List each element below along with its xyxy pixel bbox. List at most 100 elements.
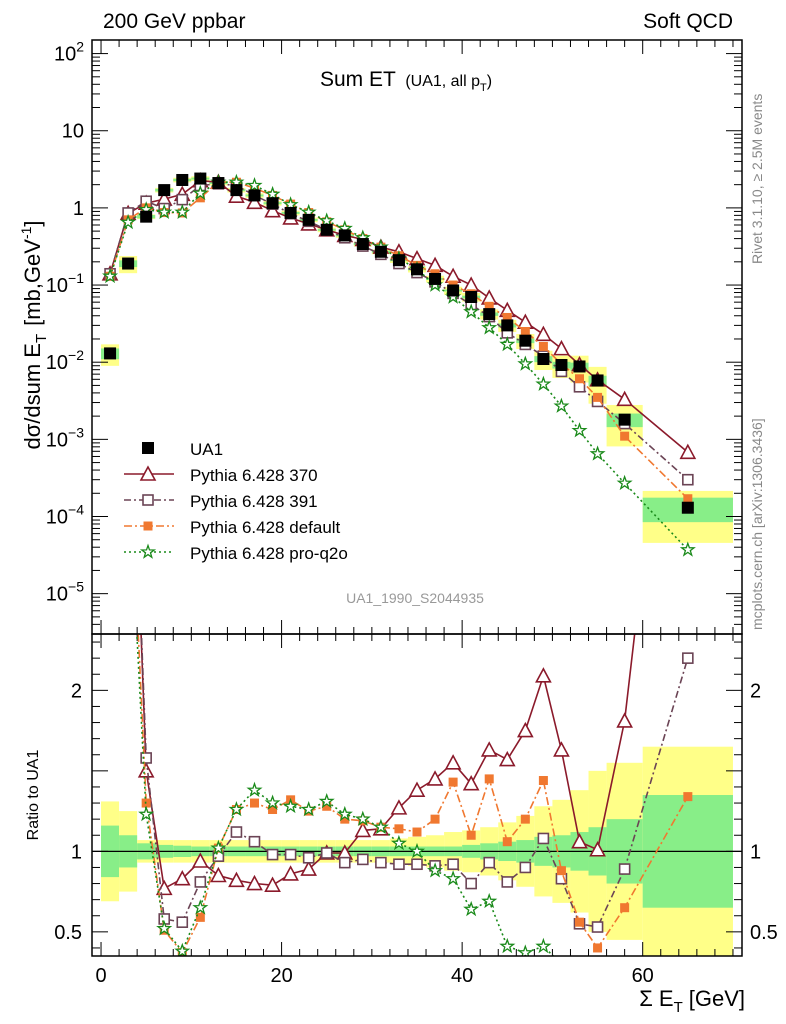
analysis-id-label: UA1_1990_S2044935 bbox=[346, 590, 484, 606]
ratio-point-pythia-6-428-370-17 bbox=[408, 781, 426, 797]
ratio-point-pythia-6-428-391-14 bbox=[357, 853, 369, 866]
ratio-point-pythia-6-428-391-22 bbox=[501, 876, 514, 888]
ratio-point-pythia-6-428-370-11 bbox=[300, 860, 318, 876]
ratio-series-layer bbox=[136, 634, 694, 956]
y-tick-label-0: 102 bbox=[54, 39, 84, 66]
ratio-point-pythia-6-428-391-5 bbox=[194, 876, 207, 888]
ratio-point-pythia-6-428-391-28 bbox=[618, 863, 631, 875]
chart-title: Sum ET (UA1, all pT) bbox=[320, 68, 492, 94]
ratio-point-pythia-6-428-default-23 bbox=[520, 814, 530, 824]
main-point-pythia-6-428-pro-q2o-5 bbox=[192, 184, 209, 201]
y-tick-label-exp-6: −4 bbox=[68, 502, 84, 518]
ratio-point-pythia-6-428-pro-q2o-10 bbox=[282, 797, 299, 814]
main-point-pythia-6-428-pro-q2o-20 bbox=[463, 303, 480, 319]
ratio-point-pythia-6-428-default-5 bbox=[195, 912, 205, 922]
main-axis-ticks bbox=[92, 40, 742, 635]
legend-label-pythia-6-428-pro-q2o: Pythia 6.428 pro-q2o bbox=[190, 544, 348, 563]
ratio-tick-label-right-2: 2 bbox=[750, 680, 761, 702]
ratio-point-pythia-6-428-default-24 bbox=[538, 776, 548, 786]
legend-marker-pythia-6-428-370 bbox=[139, 465, 157, 481]
ratio-point-pythia-6-428-370-2 bbox=[137, 762, 155, 778]
y-tick-label-base-7: 10 bbox=[46, 584, 68, 606]
data-point-ua1-7 bbox=[230, 184, 243, 197]
x-axis-title-main: Σ E bbox=[639, 986, 673, 1011]
y-tick-label-exp-4: −2 bbox=[68, 347, 84, 363]
chart-title-sub-close: ) bbox=[487, 73, 492, 90]
ratio-point-pythia-6-428-default-26 bbox=[575, 917, 584, 927]
main-series-layer bbox=[101, 172, 697, 557]
y-tick-label-5: 10−3 bbox=[46, 424, 84, 451]
ratio-point-pythia-6-428-pro-q2o-12 bbox=[318, 792, 335, 809]
data-point-ua1-13 bbox=[338, 229, 351, 242]
y-tick-label-base-0: 10 bbox=[54, 44, 76, 66]
ratio-point-pythia-6-428-default-21 bbox=[484, 774, 494, 784]
ratio-point-pythia-6-428-default-16 bbox=[394, 824, 404, 834]
main-point-pythia-6-428-pro-q2o-9 bbox=[264, 185, 281, 202]
data-point-ua1-17 bbox=[411, 263, 423, 276]
ratio-point-pythia-6-428-default-25 bbox=[556, 866, 566, 876]
y-tick-label-base-4: 10 bbox=[46, 352, 68, 374]
ratio-point-pythia-6-428-pro-q2o-2 bbox=[138, 805, 155, 822]
y-tick-label-1: 10 bbox=[62, 121, 84, 143]
ratio-point-pythia-6-428-391-10 bbox=[284, 848, 297, 861]
main-line-pythia-6-428-391 bbox=[109, 182, 689, 481]
ratio-point-pythia-6-428-pro-q2o-11 bbox=[300, 801, 317, 817]
ratio-point-pythia-6-428-default-17 bbox=[412, 827, 422, 837]
y-axis-title-unit-close: ] bbox=[20, 220, 45, 226]
main-point-pythia-6-428-370-29 bbox=[679, 443, 697, 460]
ratio-point-pythia-6-428-370-18 bbox=[426, 770, 444, 786]
ratio-point-pythia-6-428-391-20 bbox=[465, 877, 477, 890]
ratio-point-pythia-6-428-370-22 bbox=[498, 750, 516, 767]
data-point-ua1-6 bbox=[212, 177, 225, 190]
x-tick-label-0: 0 bbox=[95, 965, 106, 987]
ratio-point-pythia-6-428-370-4 bbox=[173, 870, 191, 886]
ratio-point-pythia-6-428-370-23 bbox=[516, 721, 534, 738]
ratio-point-pythia-6-428-pro-q2o-18 bbox=[427, 862, 444, 878]
mcplots-label: mcplots.cern.ch [arXiv:1306.3436] bbox=[749, 418, 765, 630]
main-point-pythia-6-428-default-23 bbox=[520, 326, 530, 336]
chart-title-main: Sum ET bbox=[320, 68, 396, 91]
data-point-ua1-25 bbox=[555, 358, 568, 371]
ratio-point-pythia-6-428-391-17 bbox=[411, 858, 423, 871]
ratio-point-pythia-6-428-370-16 bbox=[390, 799, 408, 815]
y-tick-label-exp-7: −5 bbox=[68, 579, 84, 595]
main-point-pythia-6-428-pro-q2o-24 bbox=[535, 375, 552, 392]
data-point-ua1-21 bbox=[483, 308, 496, 321]
ratio-point-pythia-6-428-default-27 bbox=[593, 943, 603, 953]
ratio-point-pythia-6-428-391-19 bbox=[447, 858, 459, 871]
ratio-point-pythia-6-428-370-5 bbox=[191, 852, 209, 868]
ratio-point-pythia-6-428-370-27 bbox=[589, 841, 606, 857]
y-axis-title-main: dσ/dsum E bbox=[20, 343, 45, 450]
ratio-point-pythia-6-428-pro-q2o-5 bbox=[192, 899, 209, 915]
ratio-tick-label-left-2: 2 bbox=[71, 680, 82, 702]
x-axis-title-unit: [GeV] bbox=[689, 986, 745, 1011]
header-left: 200 GeV ppbar bbox=[103, 10, 245, 33]
ratio-tick-label-right-1: 1 bbox=[750, 841, 761, 863]
main-point-pythia-6-428-pro-q2o-3 bbox=[156, 203, 173, 219]
main-y-axis-title-group: dσ/dsum ET [mb,GeV-1] bbox=[18, 220, 50, 449]
data-point-ua1-16 bbox=[392, 254, 405, 267]
data-point-ua1-5 bbox=[194, 172, 207, 185]
main-point-pythia-6-428-pro-q2o-4 bbox=[174, 203, 191, 219]
main-point-pythia-6-428-pro-q2o-0 bbox=[102, 267, 119, 284]
ratio-point-pythia-6-428-370-7 bbox=[228, 871, 245, 888]
data-point-ua1-26 bbox=[573, 360, 586, 373]
ratio-point-pythia-6-428-391-21 bbox=[483, 856, 496, 869]
main-point-pythia-6-428-391-4 bbox=[176, 193, 189, 206]
legend-marker-pythia-6-428-default bbox=[143, 521, 153, 531]
ratio-point-pythia-6-428-pro-q2o-14 bbox=[354, 810, 371, 827]
ratio-point-pythia-6-428-391-16 bbox=[393, 858, 405, 871]
main-point-pythia-6-428-default-29 bbox=[683, 494, 693, 504]
data-point-ua1-24 bbox=[537, 353, 550, 366]
ratio-panel: 0.5 0.5 1 1 2 2 bbox=[54, 633, 778, 957]
ratio-tick-labels: 0.5 0.5 1 1 2 2 bbox=[54, 680, 778, 944]
main-point-pythia-6-428-370-25 bbox=[553, 339, 570, 356]
data-point-ua1-2 bbox=[140, 210, 153, 223]
ratio-point-pythia-6-428-pro-q2o-19 bbox=[445, 870, 462, 886]
main-point-pythia-6-428-pro-q2o-12 bbox=[318, 212, 335, 228]
ratio-point-pythia-6-428-370-14 bbox=[354, 821, 372, 838]
x-axis-title: Σ ET [GeV] bbox=[639, 986, 745, 1016]
data-point-ua1-12 bbox=[320, 223, 333, 236]
y-tick-label-base-1: 10 bbox=[62, 121, 84, 143]
main-point-pythia-6-428-370-28 bbox=[616, 390, 633, 407]
